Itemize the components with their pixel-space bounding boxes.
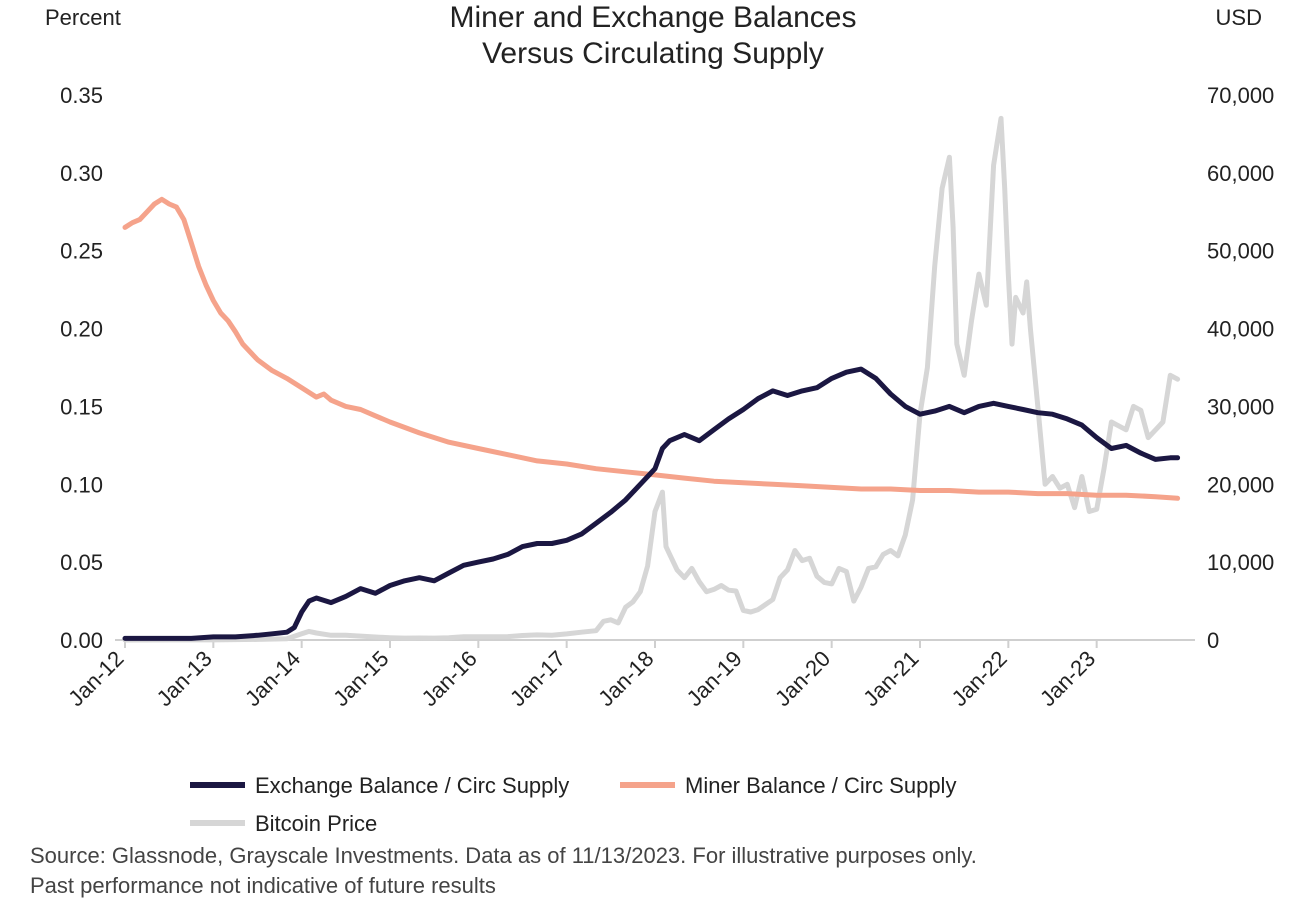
- left-tick-label: 0.35: [60, 83, 103, 108]
- chart-svg: Miner and Exchange Balances Versus Circu…: [30, 5, 1277, 908]
- x-tick-label: Jan-16: [417, 646, 482, 711]
- right-tick-label: 40,000: [1207, 317, 1274, 342]
- left-axis-label: Percent: [45, 5, 121, 30]
- x-tick-label: Jan-18: [593, 646, 658, 711]
- x-tick-label: Jan-19: [682, 646, 747, 711]
- right-axis-ticks: 0 10,000 20,000 30,000 40,000 50,000 60,000 70,…: [1207, 83, 1274, 653]
- x-tick-label: Jan-20: [770, 646, 835, 711]
- right-tick-label: 60,000: [1207, 161, 1274, 186]
- chart-title-line2: Versus Circulating Supply: [482, 37, 824, 70]
- left-tick-label: 0.05: [60, 550, 103, 575]
- x-tick-label: Jan-14: [240, 646, 305, 711]
- chart-container: Miner and Exchange Balances Versus Circu…: [30, 5, 1277, 908]
- legend-label: Bitcoin Price: [255, 811, 377, 836]
- x-tick-label: Jan-13: [152, 646, 217, 711]
- left-tick-label: 0.30: [60, 161, 103, 186]
- x-tick-label: Jan-21: [858, 646, 923, 711]
- series-line: [125, 369, 1178, 638]
- legend-label: Exchange Balance / Circ Supply: [255, 773, 569, 798]
- left-tick-label: 0.15: [60, 394, 103, 419]
- left-tick-label: 0.25: [60, 239, 103, 264]
- left-axis-ticks: 0.00 0.05 0.10 0.15 0.20 0.25 0.30 0.35: [60, 83, 103, 653]
- series-line: [125, 118, 1178, 640]
- left-tick-label: 0.00: [60, 628, 103, 653]
- x-tick-label: Jan-22: [947, 646, 1012, 711]
- x-axis-ticks: Jan-12 Jan-13 Jan-14 Jan-15 Jan-16 Jan-17 Jan-…: [63, 646, 1100, 711]
- left-tick-label: 0.10: [60, 472, 103, 497]
- right-axis-label: USD: [1216, 5, 1262, 30]
- right-tick-label: 50,000: [1207, 239, 1274, 264]
- source-text-line1: Source: Glassnode, Grayscale Investments…: [30, 843, 977, 868]
- x-tick-label: Jan-15: [328, 646, 393, 711]
- left-tick-label: 0.20: [60, 317, 103, 342]
- right-tick-label: 0: [1207, 628, 1219, 653]
- legend-label: Miner Balance / Circ Supply: [685, 773, 956, 798]
- series-line: [125, 199, 1178, 498]
- right-tick-label: 20,000: [1207, 472, 1274, 497]
- right-tick-label: 70,000: [1207, 83, 1274, 108]
- series-group: [125, 118, 1178, 640]
- x-tick-label: Jan-17: [505, 646, 570, 711]
- x-tick-label: Jan-23: [1035, 646, 1100, 711]
- right-tick-label: 30,000: [1207, 394, 1274, 419]
- x-tick-label: Jan-12: [63, 646, 128, 711]
- legend: Exchange Balance / Circ Supply Miner Bala…: [190, 773, 956, 836]
- source-text-line2: Past performance not indicative of futur…: [30, 873, 496, 898]
- right-tick-label: 10,000: [1207, 550, 1274, 575]
- chart-title-line1: Miner and Exchange Balances: [450, 5, 857, 34]
